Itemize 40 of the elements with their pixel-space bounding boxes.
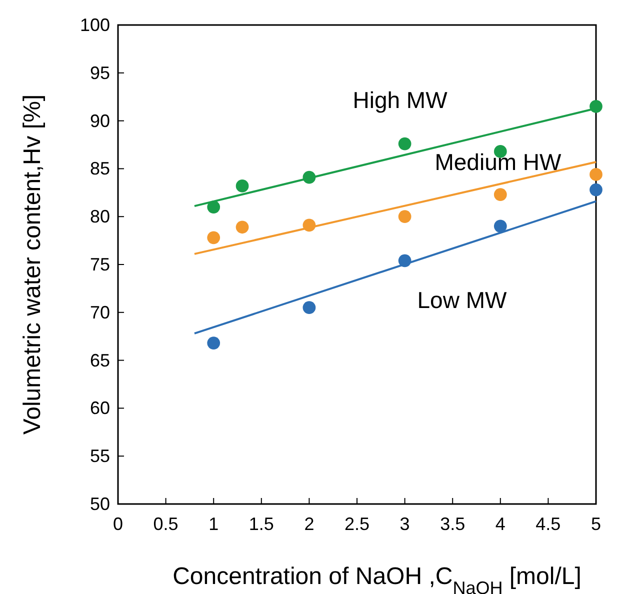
x-tick-label: 4.5 (536, 514, 561, 534)
point (207, 200, 220, 214)
point (236, 220, 249, 234)
annotation: Medium HW (434, 149, 562, 175)
point (302, 301, 316, 314)
y-tick-label: 50 (90, 494, 110, 514)
annotation: Low MW (417, 287, 508, 313)
y-axis-title: Volumetric water content,Hv [%] (19, 94, 46, 435)
x-tick-label: 0 (112, 514, 124, 534)
y-tick-label: 95 (90, 62, 110, 83)
point (207, 231, 220, 244)
x-tick-label: 3 (400, 514, 410, 534)
y-tick-label: 85 (90, 158, 110, 179)
y-tick-label: 60 (90, 398, 110, 418)
x-tick-label: 4 (495, 514, 506, 534)
y-tick-label: 65 (90, 350, 110, 370)
y-tick-label: 70 (90, 302, 110, 322)
x-tick-label: 1 (208, 514, 219, 534)
point (494, 220, 507, 233)
annotation: High MW (352, 87, 448, 113)
x-tick-label: 3.5 (440, 514, 466, 534)
y-tick-label: 90 (90, 110, 110, 131)
x-tick-label: 2 (304, 514, 314, 534)
y-tick-label: 80 (90, 206, 110, 227)
x-tick-label: 5 (590, 514, 602, 534)
point (590, 168, 602, 181)
point (236, 180, 249, 192)
x-tick-label: 2.5 (344, 514, 370, 534)
y-tick-label: 55 (90, 446, 110, 466)
point (207, 336, 220, 350)
x-tick-label: 0.5 (153, 514, 178, 534)
point (590, 183, 602, 196)
y-tick-label: 75 (90, 254, 110, 274)
point (494, 188, 507, 201)
y-tick-label: 100 (80, 15, 110, 35)
point (590, 100, 602, 113)
point (398, 137, 412, 150)
point (398, 210, 412, 224)
x-axis-title: Concentration of NaOH ,C$_{NaOH}$ [mol/L] (172, 563, 582, 594)
x-tick-label: 1.5 (248, 514, 274, 534)
